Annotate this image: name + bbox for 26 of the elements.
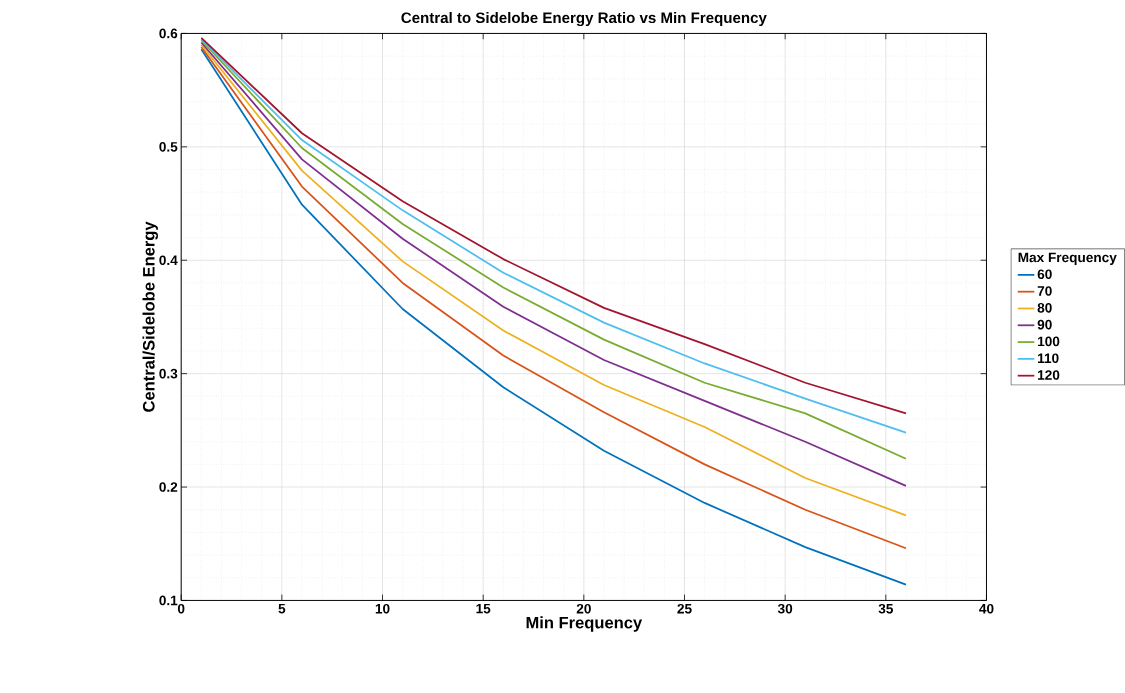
x-tick-label: 25	[677, 603, 692, 614]
legend-label: 80	[1037, 302, 1052, 313]
legend-label: 90	[1037, 319, 1052, 330]
x-axis-title: Min Frequency	[526, 616, 643, 632]
x-tick-label: 40	[979, 603, 994, 614]
y-tick-label: 0.5	[159, 141, 178, 152]
legend-label: 100	[1038, 336, 1060, 347]
x-tick-label: 10	[375, 603, 390, 614]
x-tick-label: 20	[576, 603, 591, 614]
x-tick-label: 30	[777, 603, 793, 614]
legend-label: 110	[1038, 353, 1059, 363]
x-tick-label: 15	[476, 603, 491, 614]
chart-title: Central to Sidelobe Energy Ratio vs Min Frequency	[401, 11, 767, 26]
y-tick-label: 0.6	[159, 28, 178, 39]
y-tick-label: 0.2	[159, 482, 178, 492]
x-tick-label: 0	[177, 603, 185, 614]
x-tick-label: 5	[278, 603, 286, 614]
y-tick-label: 0.1	[159, 595, 178, 606]
y-tick-label: 0.3	[159, 368, 178, 379]
y-tick-label: 0.4	[159, 255, 178, 265]
legend-title: Max Frequency	[1018, 252, 1117, 265]
y-axis-title: Central/Sidelobe Energy	[142, 221, 158, 412]
legend-label: 70	[1037, 285, 1052, 296]
legend-label: 120	[1038, 369, 1060, 380]
x-tick-label: 35	[878, 603, 894, 614]
legend-label: 60	[1037, 269, 1052, 279]
